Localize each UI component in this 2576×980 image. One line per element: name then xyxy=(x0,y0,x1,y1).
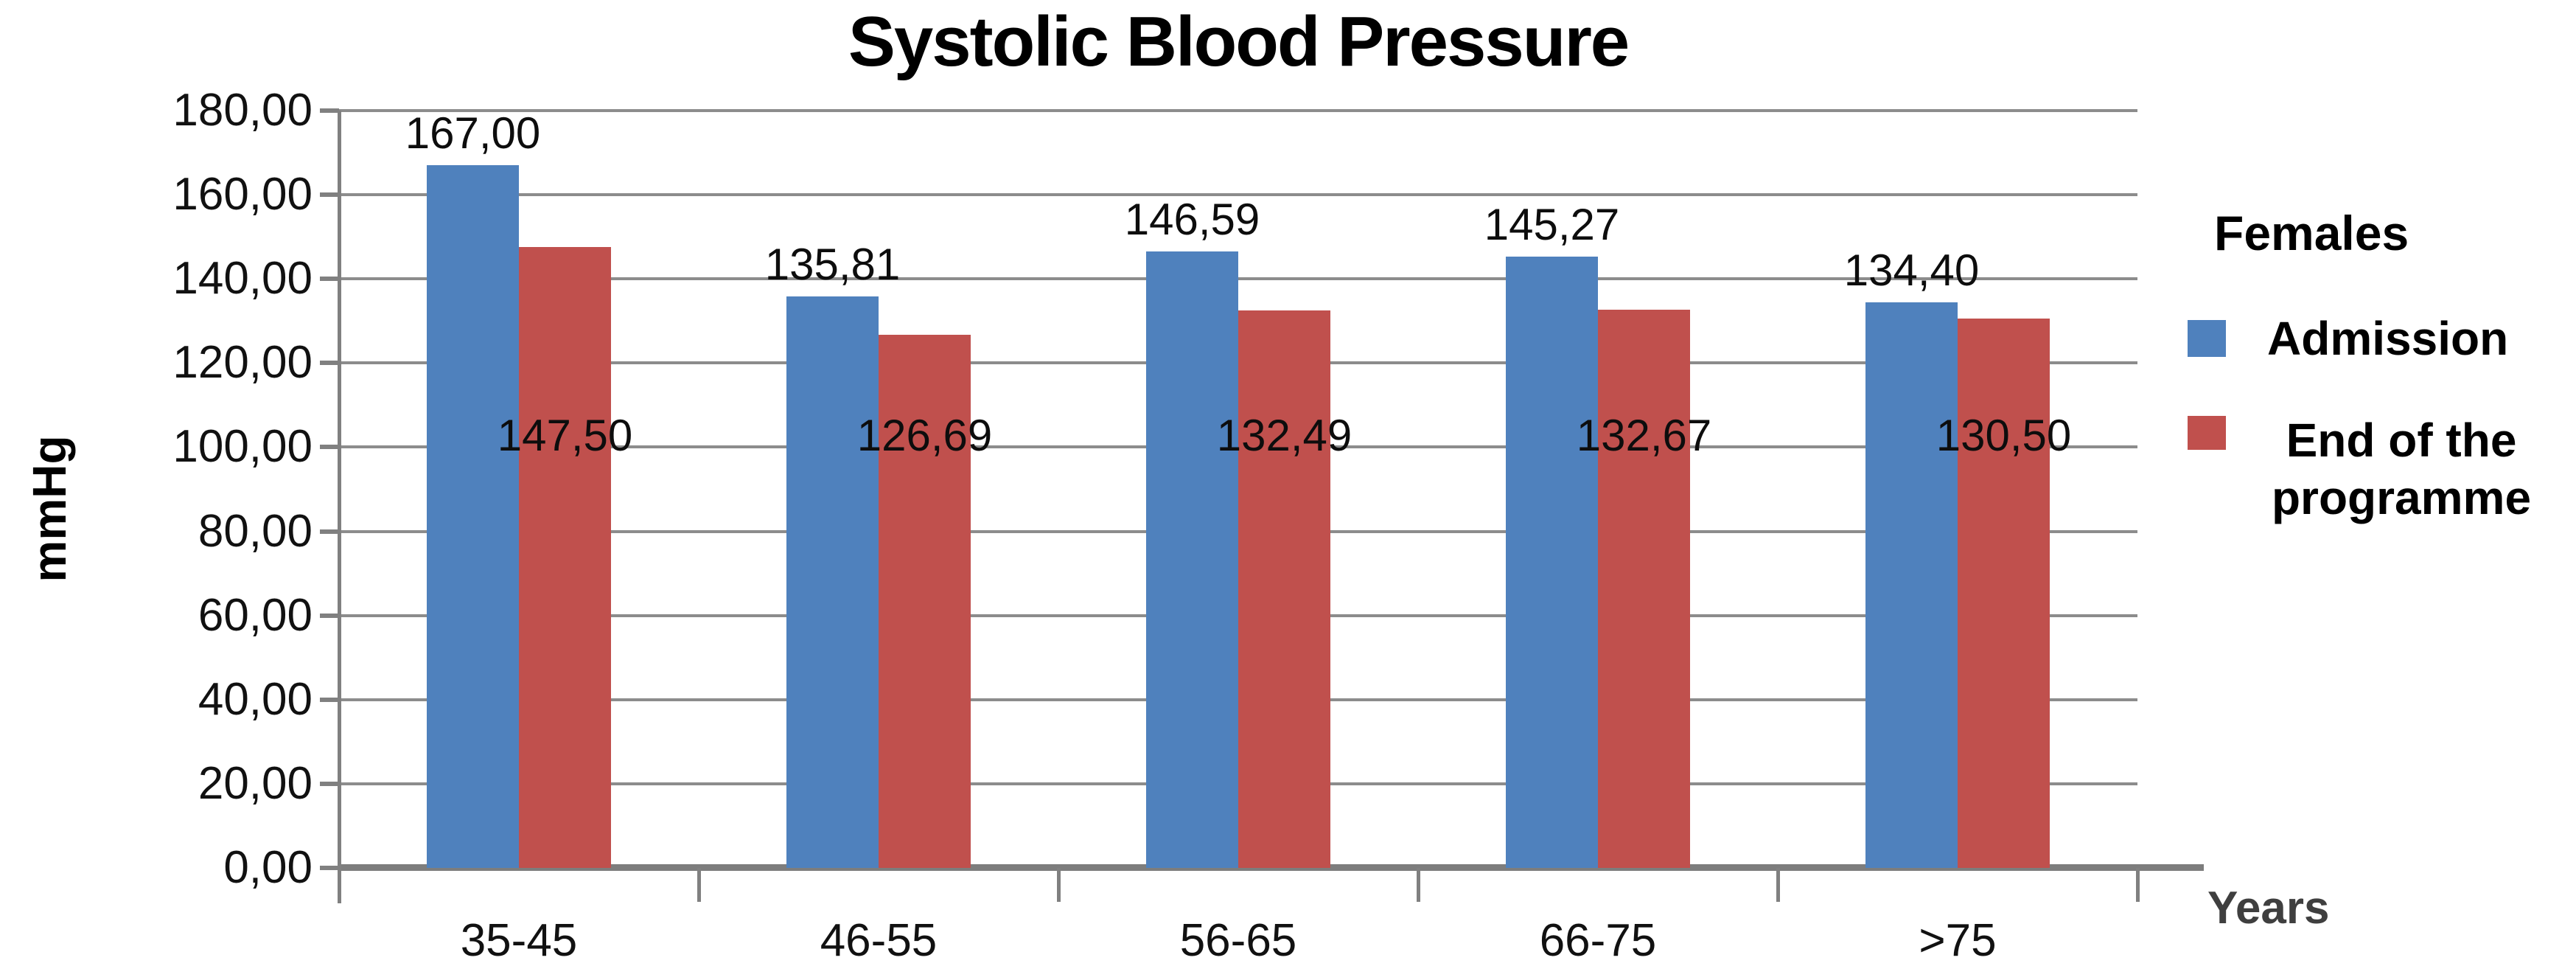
y-tick-mark xyxy=(320,697,339,702)
legend-label-admission: Admission xyxy=(2267,312,2509,365)
y-tick-label: 80,00 xyxy=(198,505,313,557)
bar-admission-66-75 xyxy=(1506,257,1598,868)
x-axis-title: Years xyxy=(2207,883,2330,934)
y-tick-mark xyxy=(320,613,339,618)
bar-value-label-end-of-the-programme-46-55: 126,69 xyxy=(856,411,993,460)
y-tick-label: 60,00 xyxy=(198,589,313,641)
bar-value-label-admission->75: 134,40 xyxy=(1843,246,1980,296)
end-of-programme-swatch-icon xyxy=(2188,416,2226,450)
y-tick-mark xyxy=(320,529,339,534)
y-tick-label: 0,00 xyxy=(223,842,313,893)
x-tick-mark xyxy=(697,868,701,902)
bar-end-of-the-programme->75 xyxy=(1958,319,2050,868)
bar-end-of-the-programme-35-45 xyxy=(519,247,611,868)
chart-title: Systolic Blood Pressure xyxy=(848,2,1630,81)
bar-value-label-admission-46-55: 135,81 xyxy=(764,240,901,290)
y-tick-label: 160,00 xyxy=(172,169,313,220)
bar-admission->75 xyxy=(1865,302,1958,868)
bar-admission-56-65 xyxy=(1146,251,1238,868)
bar-value-label-admission-35-45: 167,00 xyxy=(405,108,541,159)
x-category-label-56-65: 56-65 xyxy=(1179,915,1297,966)
bar-end-of-the-programme-56-65 xyxy=(1238,310,1330,868)
gridline-160 xyxy=(339,193,2137,197)
bar-end-of-the-programme-66-75 xyxy=(1598,310,1690,868)
bar-value-label-end-of-the-programme-35-45: 147,50 xyxy=(497,411,633,460)
legend-label-end-of-programme: End of the programme xyxy=(2271,414,2532,524)
bar-value-label-end-of-the-programme-56-65: 132,49 xyxy=(1216,411,1352,460)
y-axis-title: mmHg xyxy=(23,435,76,583)
y-tick-label: 140,00 xyxy=(172,253,313,305)
bar-value-label-admission-56-65: 146,59 xyxy=(1124,194,1260,244)
y-tick-label: 120,00 xyxy=(172,337,313,389)
x-category-label-66-75: 66-75 xyxy=(1539,915,1657,966)
y-axis-line xyxy=(338,111,341,903)
x-tick-mark xyxy=(338,868,341,902)
y-tick-label: 20,00 xyxy=(198,757,313,809)
legend: Females Admission End of the programme xyxy=(2188,205,2571,524)
legend-item-end-of-programme: End of the programme xyxy=(2188,414,2556,527)
y-tick-mark xyxy=(320,108,339,113)
bar-value-label-admission-66-75: 145,27 xyxy=(1484,200,1620,250)
gridline-140 xyxy=(339,277,2137,281)
x-category-label-35-45: 35-45 xyxy=(460,915,578,966)
bar-admission-46-55 xyxy=(786,296,879,868)
y-tick-mark xyxy=(320,866,339,870)
legend-header: Females xyxy=(2214,206,2409,260)
x-tick-mark xyxy=(1417,868,1420,902)
y-tick-label: 40,00 xyxy=(198,673,313,725)
bar-admission-35-45 xyxy=(427,165,519,868)
y-tick-label: 100,00 xyxy=(172,421,313,473)
bar-value-label-end-of-the-programme->75: 130,50 xyxy=(1936,411,2072,460)
y-tick-label: 180,00 xyxy=(172,85,313,136)
x-tick-mark xyxy=(2136,868,2140,902)
x-category-label-46-55: 46-55 xyxy=(820,915,938,966)
bar-end-of-the-programme-46-55 xyxy=(879,335,971,868)
legend-item-admission: Admission xyxy=(2188,310,2508,367)
x-tick-mark xyxy=(1057,868,1061,902)
gridline-180 xyxy=(339,109,2137,112)
y-tick-mark xyxy=(320,445,339,450)
bar-value-label-end-of-the-programme-66-75: 132,67 xyxy=(1576,411,1712,460)
x-tick-mark xyxy=(1776,868,1780,902)
y-tick-mark xyxy=(320,277,339,282)
x-category-label->75: >75 xyxy=(1919,915,1997,966)
y-tick-mark xyxy=(320,781,339,786)
y-tick-mark xyxy=(320,192,339,198)
admission-swatch-icon xyxy=(2188,320,2226,357)
y-tick-mark xyxy=(320,361,339,366)
